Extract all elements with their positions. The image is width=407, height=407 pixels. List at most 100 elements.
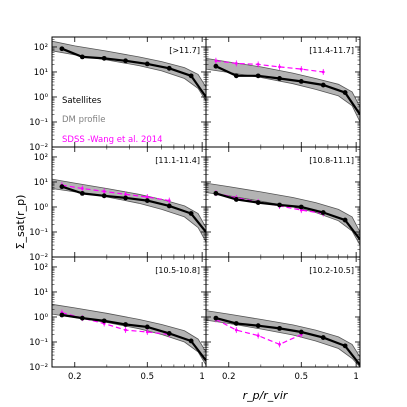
satellites-point [233, 197, 239, 202]
satellites-point [277, 202, 282, 208]
dm-profile-lower-edge [206, 68, 360, 123]
dm-profile-band [206, 58, 360, 122]
satellites-series-line [61, 313, 206, 362]
satellites-point [233, 321, 239, 326]
satellites-point [79, 190, 85, 196]
satellites-point [101, 193, 107, 199]
satellites-series-line [215, 317, 360, 366]
sdss-series-line [215, 318, 302, 346]
dm-profile-band [52, 304, 206, 365]
sdss-point [299, 67, 303, 71]
satellites-point [166, 331, 172, 336]
sdss-series-line [215, 60, 324, 73]
satellites-point [188, 338, 194, 344]
sdss-point [124, 192, 127, 196]
y-tick-label: 10⁻¹ [29, 118, 48, 128]
x-tick-label: 0.5 [141, 372, 155, 382]
y-tick-label: 10¹ [34, 68, 48, 78]
satellites-point [79, 315, 85, 321]
satellites-point [342, 343, 348, 349]
dm-profile-band [52, 41, 206, 101]
satellites-point [123, 195, 128, 201]
sdss-point [234, 62, 238, 65]
satellites-point [123, 58, 128, 64]
y-tick-label: 10⁻² [29, 253, 48, 263]
panel-frame [205, 256, 361, 368]
satellites-point [298, 329, 304, 335]
satellites-series-line [215, 192, 360, 241]
sdss-point [145, 330, 149, 334]
satellites-point [188, 211, 194, 216]
x-tick-label: 0.5 [295, 372, 309, 382]
y-tick-label: 10⁻² [29, 363, 48, 373]
panel-label: [>11.7] [169, 46, 200, 55]
satellites-point [213, 63, 219, 69]
dm-profile-band [206, 310, 360, 367]
panel-4: [10.8-11.1] [205, 146, 361, 258]
x-tick-label: 0.2 [222, 372, 236, 382]
panel-5: 10⁻² 10⁻¹ 10⁰ 10¹ 10² 0.2 0.5 1 [10.5-10.8] [29, 256, 207, 382]
satellites-point [101, 318, 107, 324]
sdss-point [278, 343, 281, 346]
satellites-point [59, 184, 65, 190]
legend-entry-sdss: SDSS -Wang et al. 2014 [62, 135, 163, 145]
sdss-point [214, 59, 218, 63]
satellites-point [277, 76, 282, 81]
panel-label: [11.4-11.7] [309, 46, 354, 55]
panel-label: [11.1-11.4] [155, 156, 200, 165]
satellites-point [342, 90, 348, 95]
plot-area [52, 303, 206, 366]
plot-area [206, 310, 360, 367]
sdss-point [167, 199, 171, 202]
panel-label: [10.8-11.1] [309, 156, 354, 165]
x-axis-label: r_p/r_vir [243, 389, 289, 402]
plot-area [206, 57, 360, 123]
y-tick-label: 10⁰ [34, 203, 49, 213]
panel-1: 10⁻² 10⁻¹ 10⁰ 10¹ 10² [>11.7] [29, 36, 207, 153]
legend-entry-satellites: Satellites [62, 96, 102, 106]
sdss-point [124, 328, 127, 332]
sdss-point [234, 328, 238, 332]
y-tick-label: 10⁻¹ [29, 338, 48, 348]
y-tick-label: 10¹ [34, 288, 48, 298]
satellites-point [144, 198, 150, 203]
x-tick-label: 0.2 [68, 372, 82, 382]
sdss-series-line [215, 192, 324, 215]
plot-area [52, 178, 206, 243]
satellites-point [123, 322, 128, 327]
y-tick-label: 10² [34, 263, 48, 273]
legend: Satellites DM profile SDSS -Wang et al. … [62, 96, 163, 145]
dm-profile-upper-edge [52, 40, 206, 88]
y-tick-label: 10² [34, 43, 48, 53]
legend-entry-dm-profile: DM profile [62, 115, 105, 125]
y-tick-label: 10⁰ [34, 93, 49, 103]
plot-area [52, 40, 206, 102]
satellites-point [342, 217, 348, 223]
y-tick-label: 10⁻¹ [29, 228, 48, 238]
satellites-point [255, 73, 261, 79]
panel-3: 10⁻² 10⁻¹ 10⁰ 10¹ 10² [11.1-11.4] [29, 146, 207, 263]
satellites-point [255, 323, 261, 329]
dm-profile-lower-edge [206, 192, 360, 246]
dm-profile-upper-edge [52, 303, 206, 353]
satellites-point [298, 204, 304, 210]
panel-label: [10.2-10.5] [309, 266, 354, 275]
satellites-point [79, 54, 85, 60]
satellites-point [213, 315, 219, 321]
dm-profile-band [206, 183, 360, 246]
sdss-point [256, 63, 260, 66]
satellites-point [166, 65, 172, 71]
satellites-point [166, 203, 172, 209]
x-tick-label: 1 [199, 372, 204, 382]
satellites-point [233, 73, 239, 79]
satellites-point [59, 312, 65, 318]
sdss-point [299, 208, 303, 212]
sdss-point [145, 195, 149, 199]
sdss-point [102, 189, 106, 193]
satellites-point [188, 73, 194, 79]
satellites-series-line [215, 65, 360, 116]
satellites-point [59, 46, 65, 52]
sdss-series-line [61, 184, 170, 202]
